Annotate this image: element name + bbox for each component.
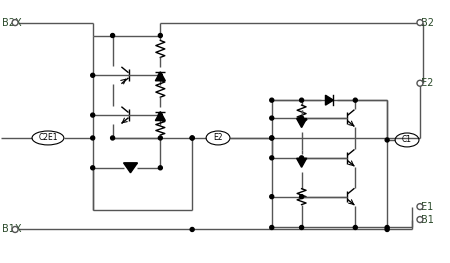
Polygon shape — [325, 95, 333, 105]
Circle shape — [91, 166, 94, 170]
Circle shape — [270, 136, 274, 140]
Circle shape — [111, 136, 115, 140]
Text: E2: E2 — [213, 133, 223, 143]
Circle shape — [111, 33, 115, 38]
Circle shape — [158, 33, 162, 38]
Circle shape — [190, 136, 194, 140]
Circle shape — [158, 166, 162, 170]
Text: B2: B2 — [421, 18, 434, 28]
Circle shape — [91, 73, 94, 77]
Circle shape — [12, 226, 18, 232]
Circle shape — [91, 113, 94, 117]
Text: C2E1: C2E1 — [38, 133, 58, 143]
Circle shape — [270, 116, 274, 120]
Circle shape — [300, 225, 304, 230]
Text: B1: B1 — [421, 215, 434, 225]
Polygon shape — [297, 119, 306, 128]
Circle shape — [353, 225, 357, 230]
Circle shape — [300, 98, 304, 102]
Circle shape — [300, 116, 304, 120]
Circle shape — [300, 156, 304, 160]
Circle shape — [270, 195, 274, 199]
Text: E2: E2 — [421, 78, 433, 88]
Polygon shape — [155, 72, 165, 81]
Circle shape — [190, 227, 194, 231]
Polygon shape — [155, 112, 165, 120]
Circle shape — [158, 113, 162, 117]
Circle shape — [270, 136, 274, 140]
Circle shape — [417, 80, 423, 86]
Circle shape — [158, 136, 162, 140]
Circle shape — [91, 136, 94, 140]
Circle shape — [385, 227, 389, 231]
Text: C1: C1 — [402, 135, 412, 144]
Circle shape — [158, 73, 162, 77]
Circle shape — [300, 195, 304, 199]
Circle shape — [270, 98, 274, 102]
Circle shape — [270, 225, 274, 230]
Text: E1: E1 — [421, 202, 433, 212]
Circle shape — [385, 138, 389, 142]
Circle shape — [270, 156, 274, 160]
Polygon shape — [124, 163, 137, 173]
Circle shape — [12, 20, 18, 26]
Circle shape — [417, 216, 423, 222]
Text: B1X: B1X — [2, 225, 22, 235]
Circle shape — [417, 204, 423, 210]
Circle shape — [353, 98, 357, 102]
Text: B2X: B2X — [2, 18, 22, 28]
Polygon shape — [297, 158, 306, 167]
Circle shape — [190, 136, 194, 140]
Circle shape — [417, 20, 423, 26]
Circle shape — [385, 225, 389, 230]
